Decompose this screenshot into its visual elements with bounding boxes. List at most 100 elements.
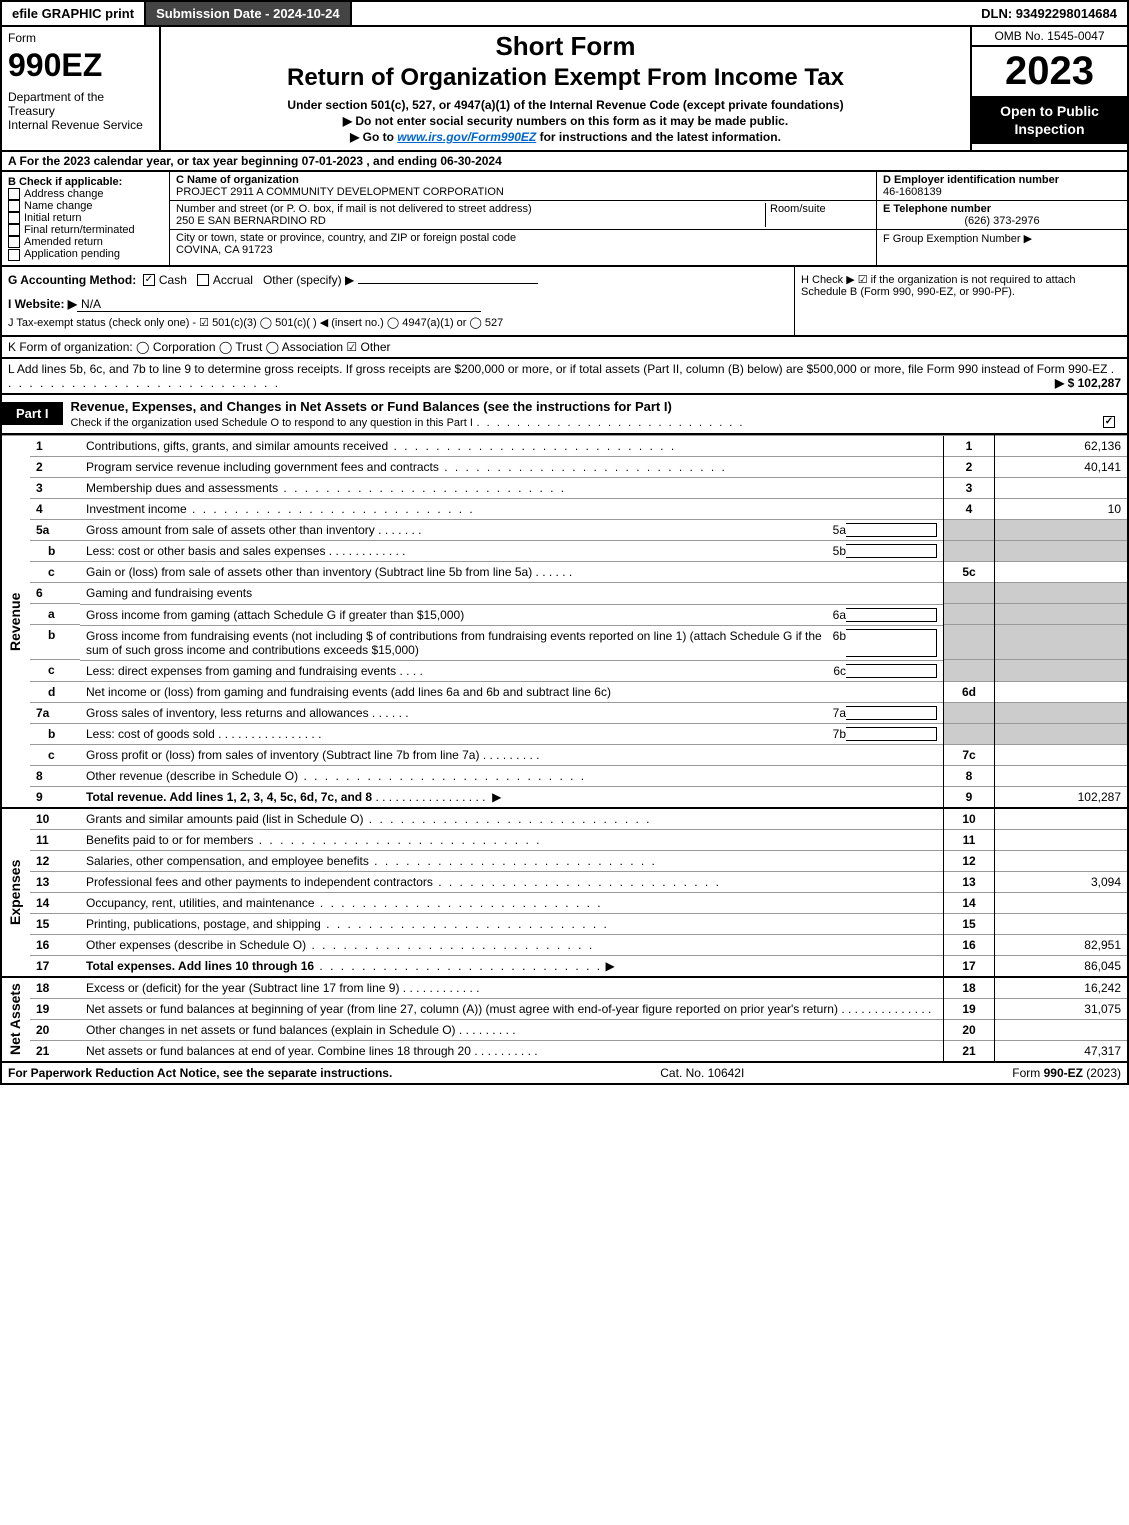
line-16-desc: Other expenses (describe in Schedule O) <box>86 938 306 952</box>
line-7a-desc: Gross sales of inventory, less returns a… <box>86 706 369 720</box>
line-11-desc: Benefits paid to or for members <box>86 833 253 847</box>
city-label: City or town, state or province, country… <box>176 232 516 244</box>
short-form-title: Short Form <box>167 31 964 62</box>
line-4-desc: Investment income <box>86 502 187 516</box>
E-tel-label: E Telephone number <box>883 203 1121 215</box>
chk-schedule-o[interactable] <box>1103 416 1115 428</box>
line-12-desc: Salaries, other compensation, and employ… <box>86 854 369 868</box>
line-5b-box: 5b <box>833 544 846 558</box>
line-5a-desc: Gross amount from sale of assets other t… <box>86 523 375 537</box>
line-6a-box: 6a <box>833 608 846 622</box>
under-section: Under section 501(c), 527, or 4947(a)(1)… <box>167 98 964 112</box>
city-state-zip: COVINA, CA 91723 <box>176 244 273 256</box>
footer-cat: Cat. No. 10642I <box>660 1066 744 1080</box>
part-I-title: Revenue, Expenses, and Changes in Net As… <box>63 395 1127 433</box>
part-I-table: Revenue 1Contributions, gifts, grants, a… <box>0 435 1129 1064</box>
entity-info-grid: B Check if applicable: Address change Na… <box>0 172 1129 267</box>
L-amount: ▶ $ 102,287 <box>1055 376 1121 390</box>
line-6-desc: Gaming and fundraising events <box>80 583 944 604</box>
line-19-box: 19 <box>944 999 995 1020</box>
chk-application-pending[interactable]: Application pending <box>8 248 163 260</box>
line-6d-desc: Net income or (loss) from gaming and fun… <box>80 681 944 702</box>
line-6b-desc: Gross income from fundraising events (no… <box>86 629 833 657</box>
D-ein-label: D Employer identification number <box>883 174 1121 186</box>
chk-accrual[interactable] <box>197 274 209 286</box>
main-title: Return of Organization Exempt From Incom… <box>167 64 964 92</box>
line-7c-desc: Gross profit or (loss) from sales of inv… <box>86 748 479 762</box>
line-7c-amt <box>995 745 1129 766</box>
line-9-desc: Total revenue. Add lines 1, 2, 3, 4, 5c,… <box>86 790 372 804</box>
org-name: PROJECT 2911 A COMMUNITY DEVELOPMENT COR… <box>176 186 870 198</box>
chk-final-return[interactable]: Final return/terminated <box>8 224 163 236</box>
dln-label: DLN: 93492298014684 <box>971 2 1127 25</box>
title-block: Short Form Return of Organization Exempt… <box>161 27 972 150</box>
section-B: B Check if applicable: Address change Na… <box>2 172 170 265</box>
line-12-box: 12 <box>944 851 995 872</box>
line-15-amt <box>995 914 1129 935</box>
line-1-amt: 62,136 <box>995 435 1129 456</box>
chk-address-change[interactable]: Address change <box>8 188 163 200</box>
line-13-box: 13 <box>944 872 995 893</box>
line-5c-desc: Gain or (loss) from sale of assets other… <box>86 565 532 579</box>
line-10-box: 10 <box>944 808 995 830</box>
line-21-desc: Net assets or fund balances at end of ye… <box>86 1044 471 1058</box>
irs-link[interactable]: www.irs.gov/Form990EZ <box>397 130 536 144</box>
line-6a-desc: Gross income from gaming (attach Schedul… <box>86 608 833 622</box>
I-website: I Website: ▶N/A <box>8 297 788 312</box>
row-A-tax-year: A For the 2023 calendar year, or tax yea… <box>0 152 1129 172</box>
line-7a-box: 7a <box>833 706 846 720</box>
chk-initial-return[interactable]: Initial return <box>8 212 163 224</box>
form-id-block: Form 990EZ Department of the Treasury In… <box>2 27 161 150</box>
line-21-box: 21 <box>944 1041 995 1063</box>
line-18-desc: Excess or (deficit) for the year (Subtra… <box>86 981 399 995</box>
line-17-desc: Total expenses. Add lines 10 through 16 <box>86 959 314 973</box>
section-DEF: D Employer identification number 46-1608… <box>877 172 1127 265</box>
chk-cash[interactable] <box>143 274 155 286</box>
line-9-box: 9 <box>944 787 995 809</box>
street-address: 250 E SAN BERNARDINO RD <box>176 215 326 227</box>
tax-year: 2023 <box>972 47 1127 96</box>
line-3-amt <box>995 477 1129 498</box>
ssn-warning: ▶ Do not enter social security numbers o… <box>167 114 964 128</box>
line-8-desc: Other revenue (describe in Schedule O) <box>86 769 298 783</box>
line-7c-box: 7c <box>944 745 995 766</box>
form-number: 990EZ <box>8 47 153 84</box>
open-to-public: Open to Public Inspection <box>972 96 1127 144</box>
line-13-amt: 3,094 <box>995 872 1129 893</box>
efile-print-button[interactable]: efile GRAPHIC print <box>2 2 146 25</box>
submission-date-button[interactable]: Submission Date - 2024-10-24 <box>146 2 352 25</box>
line-7b-desc: Less: cost of goods sold <box>86 727 215 741</box>
F-group-exemption: F Group Exemption Number ▶ <box>883 232 1121 245</box>
line-14-amt <box>995 893 1129 914</box>
line-2-box: 2 <box>944 456 995 477</box>
chk-amended-return[interactable]: Amended return <box>8 236 163 248</box>
line-16-box: 16 <box>944 935 995 956</box>
line-9-amt: 102,287 <box>995 787 1129 809</box>
form-label: Form <box>8 31 153 45</box>
line-7b-box: 7b <box>833 727 846 741</box>
line-4-amt: 10 <box>995 498 1129 519</box>
line-18-amt: 16,242 <box>995 977 1129 999</box>
footer-left: For Paperwork Reduction Act Notice, see … <box>8 1066 392 1080</box>
line-15-box: 15 <box>944 914 995 935</box>
line-6d-amt <box>995 681 1129 702</box>
line-14-desc: Occupancy, rent, utilities, and maintena… <box>86 896 315 910</box>
line-6b-box: 6b <box>833 629 846 657</box>
footer-form: Form 990-EZ (2023) <box>1012 1066 1121 1080</box>
right-header-block: OMB No. 1545-0047 2023 Open to Public In… <box>972 27 1127 150</box>
line-11-box: 11 <box>944 830 995 851</box>
line-2-desc: Program service revenue including govern… <box>86 460 439 474</box>
line-5c-box: 5c <box>944 562 995 583</box>
line-8-amt <box>995 766 1129 787</box>
line-1-desc: Contributions, gifts, grants, and simila… <box>86 439 388 453</box>
line-8-box: 8 <box>944 766 995 787</box>
line-20-box: 20 <box>944 1020 995 1041</box>
chk-name-change[interactable]: Name change <box>8 200 163 212</box>
line-21-amt: 47,317 <box>995 1041 1129 1063</box>
department-label: Department of the Treasury Internal Reve… <box>8 90 153 132</box>
line-11-amt <box>995 830 1129 851</box>
line-17-box: 17 <box>944 956 995 978</box>
line-20-desc: Other changes in net assets or fund bala… <box>86 1023 456 1037</box>
tel-value: (626) 373-2976 <box>883 215 1121 227</box>
part-I-tag: Part I <box>2 402 63 425</box>
